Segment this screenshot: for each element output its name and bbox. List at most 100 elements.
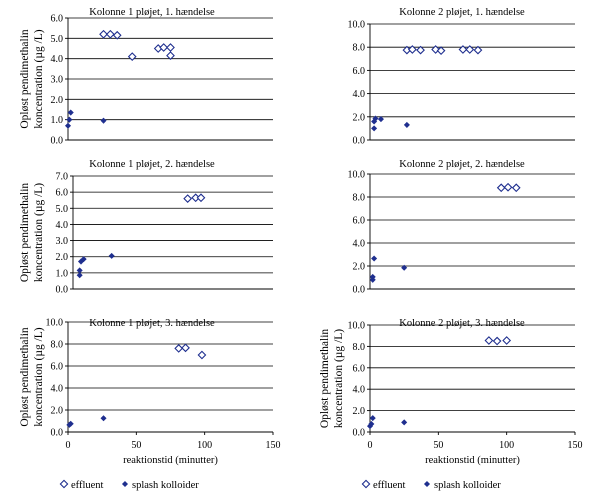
chart-title: Kolonne 2 pløjet, 2. hændelse <box>399 159 525 170</box>
y-tick-label: 8.0 <box>51 340 64 351</box>
splash-point <box>76 267 83 274</box>
y-tick-label: 5.0 <box>51 34 64 45</box>
y-tick-label: 6.0 <box>353 363 366 374</box>
splash-point <box>377 116 384 123</box>
y-tick-label: 2.0 <box>353 406 366 417</box>
y-tick-label: 8.0 <box>353 342 366 353</box>
legend-2: effluent splash kolloider <box>361 479 501 491</box>
chart-title: Kolonne 2 pløjet, 3. hændelse <box>399 318 525 329</box>
y-axis-label: Opløst pendimethalin <box>19 183 31 283</box>
effluent-point <box>99 29 108 39</box>
y-tick-label: 0.0 <box>51 428 64 439</box>
splash-point <box>371 255 378 262</box>
effluent-point <box>112 30 122 40</box>
chart-panel-2: Kolonne 2 pløjet, 1. hændelse 0.0 2.0 4.0 6.… <box>348 7 575 147</box>
splash-point <box>76 272 83 279</box>
y-tick-label: 4.0 <box>51 54 64 65</box>
y-tick-label: 8.0 <box>353 43 366 54</box>
y-tick-label: 2.0 <box>56 252 69 263</box>
splash-point <box>108 252 115 259</box>
y-axis-label: koncentration (µg /L) <box>33 29 45 128</box>
y-tick-label: 7.0 <box>56 172 69 183</box>
y-tick-label: 2.0 <box>353 262 366 273</box>
y-tick-label: 2.0 <box>51 406 64 417</box>
splash-point <box>372 115 379 122</box>
y-tick-label: 6.0 <box>56 188 69 199</box>
x-tick-label: 50 <box>131 440 141 451</box>
legend-effluent-marker <box>361 479 371 489</box>
y-tick-label: 0.0 <box>353 285 366 296</box>
splash-point <box>401 264 408 271</box>
x-tick-label: 150 <box>266 440 281 451</box>
effluent-point <box>407 45 417 54</box>
legend-effluent-label: effluent <box>71 480 104 491</box>
splash-point <box>369 415 376 422</box>
y-tick-label: 4.0 <box>51 384 64 395</box>
chart-panel-1: Kolonne 1 pløjet, 1. hændelse 0.0 1.0 2.0 3.… <box>19 7 273 147</box>
y-tick-label: 6.0 <box>353 66 366 77</box>
y-axis-label: Opløst pendimethalin <box>319 329 331 429</box>
effluent-point <box>174 344 184 353</box>
y-tick-label: 6.0 <box>51 362 64 373</box>
splash-point <box>369 273 376 280</box>
splash-point <box>67 109 74 116</box>
x-axis-label: reaktionstid (minutter) <box>123 455 218 466</box>
effluent-point <box>436 46 446 56</box>
effluent-point <box>511 183 521 193</box>
y-tick-label: 1.0 <box>56 268 69 279</box>
y-tick-label: 4.0 <box>353 89 366 100</box>
legend-effluent-marker <box>59 479 69 489</box>
legend-splash-marker <box>423 480 431 488</box>
legend-effluent-label: effluent <box>373 480 406 491</box>
effluent-point <box>492 336 502 346</box>
y-tick-label: 4.0 <box>353 385 366 396</box>
effluent-point <box>484 336 494 345</box>
y-tick-label: 0.0 <box>353 136 366 147</box>
effluent-point <box>416 45 425 55</box>
effluent-point <box>458 45 468 54</box>
y-tick-label: 0.0 <box>353 428 366 439</box>
x-tick-label: 100 <box>499 440 514 451</box>
effluent-point <box>503 182 513 192</box>
y-tick-label: 10.0 <box>348 321 366 332</box>
chart-panel-4: Kolonne 2 pløjet, 2. hændelse 0.0 2.0 4.0 6.… <box>348 159 575 296</box>
effluent-point <box>502 336 512 345</box>
splash-point <box>80 256 87 263</box>
splash-point <box>66 116 73 123</box>
effluent-point <box>465 45 475 54</box>
y-tick-label: 4.0 <box>353 239 366 250</box>
x-tick-label: 0 <box>368 440 373 451</box>
chart-title: Kolonne 1 pløjet, 2. hændelse <box>89 159 215 170</box>
effluent-point <box>473 45 483 55</box>
y-tick-label: 2.0 <box>51 95 64 106</box>
splash-point <box>401 419 408 426</box>
chart-title: Kolonne 2 pløjet, 1. hændelse <box>399 7 525 18</box>
y-tick-label: 3.0 <box>56 236 69 247</box>
chart-panel-3: Kolonne 1 pløjet, 2. hændelse 0.0 1.0 2.0 3.… <box>19 159 273 296</box>
effluent-point <box>105 29 115 39</box>
y-tick-label: 10.0 <box>46 318 64 329</box>
y-axis-label: Opløst pendimethalin <box>19 327 31 427</box>
splash-point <box>67 420 74 427</box>
effluent-point <box>496 183 506 193</box>
x-axis-label: reaktionstid (minutter) <box>425 455 520 466</box>
y-tick-label: 10.0 <box>348 170 366 181</box>
legend-splash-marker <box>121 480 129 488</box>
y-tick-label: 1.0 <box>51 115 64 126</box>
y-tick-label: 0.0 <box>51 136 64 147</box>
x-tick-label: 100 <box>197 440 212 451</box>
legend-splash-label: splash kolloider <box>132 480 199 491</box>
legend-splash-label: splash kolloider <box>434 480 501 491</box>
splash-point <box>368 420 375 427</box>
y-tick-label: 8.0 <box>353 193 366 204</box>
legend-1: effluent splash kolloider <box>59 479 199 491</box>
chart-title: Kolonne 1 pløjet, 3. hændelse <box>89 318 215 329</box>
effluent-point <box>196 193 206 203</box>
x-tick-label: 50 <box>433 440 443 451</box>
y-axis-label: koncentration (µg /L) <box>33 327 45 426</box>
splash-point <box>100 117 107 124</box>
x-tick-label: 150 <box>568 440 583 451</box>
effluent-point <box>197 350 207 360</box>
y-axis-label: koncentration (µg /L) <box>333 329 345 428</box>
